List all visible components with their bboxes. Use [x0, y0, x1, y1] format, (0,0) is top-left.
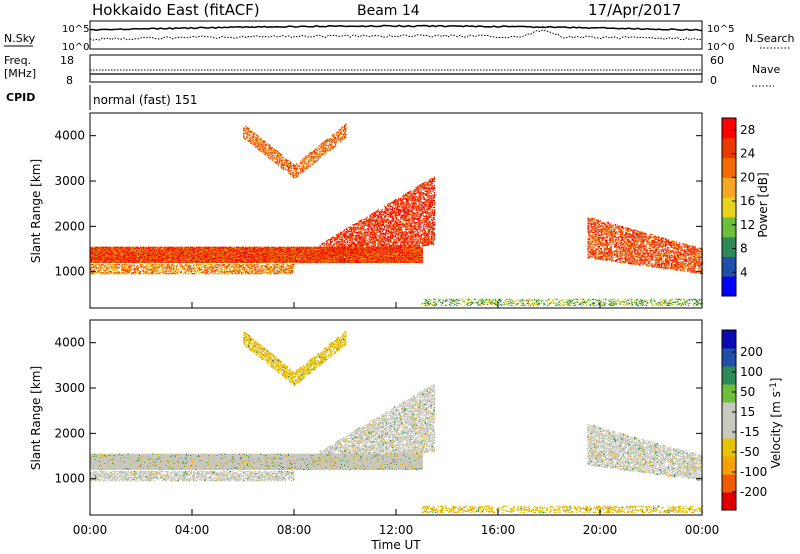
nave-tick-bottom: 0	[710, 74, 717, 87]
nave-label: Nave	[752, 63, 780, 76]
noise-panel-frame	[90, 21, 702, 49]
noise-right-tick-top: 10^5	[707, 24, 734, 35]
noise-search-line	[90, 30, 702, 40]
cpid-label: CPID	[6, 91, 35, 104]
noise-right-label: N.Search	[745, 32, 795, 45]
date-label: 17/Apr/2017	[588, 1, 681, 19]
beam-label: Beam 14	[357, 3, 420, 19]
noise-right-tick-bottom: 10^0	[707, 42, 734, 53]
cpid-text: normal (fast) 151	[93, 93, 197, 107]
noise-sky-line	[90, 25, 702, 30]
freq-panel-frame	[90, 55, 702, 82]
freq-label: Freq.	[4, 54, 31, 67]
freq-tick-top: 18	[60, 54, 74, 67]
noise-left-tick-bottom: 10^0	[62, 42, 89, 53]
plot-title: Hokkaido East (fitACF)	[92, 1, 260, 19]
freq-tick-bottom: 8	[66, 74, 73, 87]
noise-left-label: N.Sky	[4, 32, 36, 45]
nave-tick-top: 60	[710, 54, 724, 67]
noise-left-tick-top: 10^5	[62, 24, 89, 35]
freq-unit: [MHz]	[4, 67, 36, 80]
power-feature-band-main	[90, 247, 423, 263]
